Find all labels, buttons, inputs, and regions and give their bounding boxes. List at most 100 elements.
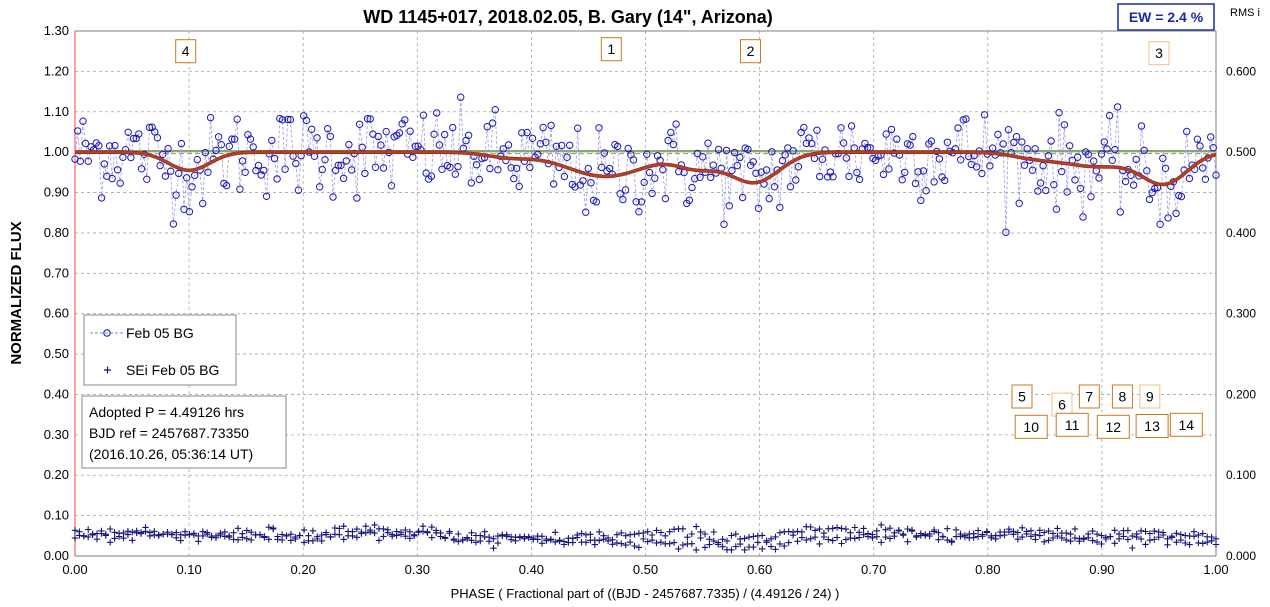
data-point: [1023, 145, 1031, 153]
data-point: [752, 169, 760, 178]
data-point: [204, 168, 212, 177]
data-point: [454, 162, 462, 171]
data-point: [374, 132, 382, 141]
data-point: [560, 172, 569, 181]
data-point: [433, 109, 441, 117]
sei-point: [1019, 533, 1026, 541]
dip-label-text: 2: [747, 43, 755, 59]
data-point: [629, 156, 638, 164]
sei-point: [626, 539, 634, 546]
dip-label-text: 1: [607, 41, 615, 57]
data-point: [667, 128, 675, 137]
sei-point: [631, 542, 638, 550]
sei-point: [569, 535, 576, 542]
sei-point: [459, 537, 466, 544]
sei-point: [340, 536, 347, 543]
data-point: [1012, 133, 1021, 141]
data-point: [853, 168, 861, 177]
sei-point: [107, 539, 114, 546]
data-point: [302, 116, 311, 125]
data-point: [494, 166, 502, 174]
sei-point: [653, 527, 660, 534]
dip-label-text: 3: [1155, 45, 1163, 61]
data-point: [733, 161, 741, 170]
data-point: [839, 139, 848, 147]
data-point: [1143, 167, 1151, 175]
sei-point: [644, 538, 651, 545]
sei-point: [538, 533, 546, 540]
sei-point: [842, 536, 850, 543]
data-point: [592, 198, 600, 206]
data-point: [1156, 220, 1164, 229]
sei-point: [490, 535, 497, 542]
sei-point: [574, 531, 581, 539]
sei-point: [234, 536, 242, 543]
data-point: [672, 120, 680, 128]
y-tick-label: 1.10: [44, 104, 69, 119]
sei-point: [996, 532, 1004, 539]
sei-point: [560, 538, 568, 545]
legend-series2-label: SEi Feb 05 BG: [126, 362, 219, 378]
sei-point: [1098, 540, 1105, 548]
sei-point: [904, 525, 911, 533]
data-point: [704, 139, 712, 147]
sei-point: [772, 546, 779, 553]
data-point: [1055, 109, 1063, 117]
data-point: [409, 153, 417, 162]
sei-point: [362, 523, 369, 530]
data-point: [1145, 195, 1154, 204]
sei-point: [693, 546, 700, 554]
data-point: [1209, 144, 1218, 152]
sei-point: [961, 532, 969, 539]
data-point: [659, 166, 667, 174]
data-point: [406, 127, 414, 135]
data-point: [1018, 138, 1026, 146]
data-point: [1108, 156, 1117, 165]
sei-point: [353, 534, 361, 541]
sei-point: [287, 531, 295, 538]
data-point: [568, 180, 577, 189]
sei-point: [71, 527, 79, 534]
sei-point: [759, 545, 766, 553]
data-point: [685, 196, 694, 204]
data-point: [762, 166, 771, 174]
data-point: [206, 113, 215, 122]
data-point: [930, 178, 938, 186]
dip-label-text: 8: [1119, 389, 1127, 405]
data-point: [664, 136, 672, 145]
data-point: [919, 167, 928, 175]
sei-point: [1063, 529, 1070, 537]
sei-point: [670, 539, 678, 546]
sei-point: [124, 531, 132, 538]
sei-point: [926, 532, 933, 540]
sei-point: [358, 530, 365, 537]
data-point: [353, 194, 361, 202]
data-point: [523, 128, 531, 137]
data-point: [978, 169, 986, 178]
data-point: [999, 140, 1007, 148]
data-point: [624, 144, 632, 153]
sei-point: [640, 535, 647, 543]
sei-point: [829, 537, 836, 544]
data-point: [744, 145, 752, 154]
data-point: [574, 124, 582, 132]
sei-point: [1137, 535, 1145, 543]
dip-label-text: 11: [1065, 417, 1080, 433]
sei-point: [1204, 539, 1211, 546]
data-point: [808, 139, 816, 148]
sei-point: [173, 534, 180, 541]
sei-point: [803, 536, 810, 544]
sei-point: [737, 535, 744, 543]
data-point: [579, 177, 587, 185]
sei-point: [221, 533, 228, 540]
sei-point: [107, 525, 114, 533]
data-point: [901, 168, 909, 177]
sei-point: [512, 537, 519, 544]
y-tick-labels: 0.00 0.10 0.20 0.30 0.40 0.50 0.60 0.70 0.80 0.90…: [44, 23, 69, 563]
data-point: [228, 135, 236, 143]
sei-point: [287, 537, 295, 544]
sei-point: [657, 539, 665, 546]
dip-label-text: 5: [1018, 389, 1026, 405]
sei-point: [697, 534, 704, 542]
data-point: [97, 194, 106, 202]
